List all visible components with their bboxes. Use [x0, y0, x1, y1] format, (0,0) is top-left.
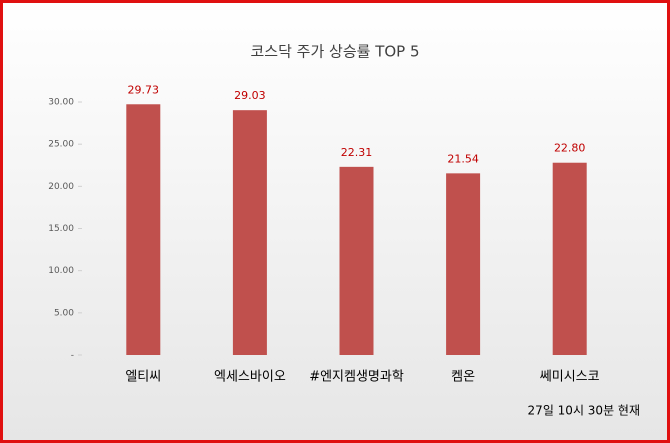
- bar: [339, 166, 374, 355]
- value-label: 22.80: [554, 142, 586, 155]
- x-tick-label: #엔지켐생명과학: [309, 370, 404, 385]
- y-tick-label: 15.00: [48, 224, 74, 234]
- y-tick-label: 30.00: [48, 98, 74, 108]
- x-tick-label: 켐온: [451, 370, 475, 385]
- x-tick-label: 엘티씨: [125, 370, 161, 385]
- annotation: 27일 10시 30분 현재: [528, 404, 640, 418]
- value-label: 22.31: [341, 146, 373, 159]
- value-label: 29.73: [128, 83, 160, 96]
- value-label: 21.54: [447, 152, 479, 165]
- bar: [126, 104, 161, 355]
- y-tick-label: -: [71, 351, 74, 361]
- bar: [552, 162, 587, 355]
- bar: [446, 173, 481, 355]
- y-tick-label: 5.00: [54, 308, 74, 318]
- x-tick-label: 엑세스바이오: [214, 370, 286, 385]
- chart-title: 코스닥 주가 상승률 TOP 5: [250, 43, 419, 61]
- y-tick-label: 10.00: [48, 266, 74, 276]
- y-tick-label: 20.00: [48, 182, 74, 192]
- value-label: 29.03: [234, 89, 266, 102]
- bar: [232, 110, 267, 356]
- x-tick-label: 쎄미시스코: [540, 370, 600, 385]
- y-tick-label: 25.00: [48, 140, 74, 150]
